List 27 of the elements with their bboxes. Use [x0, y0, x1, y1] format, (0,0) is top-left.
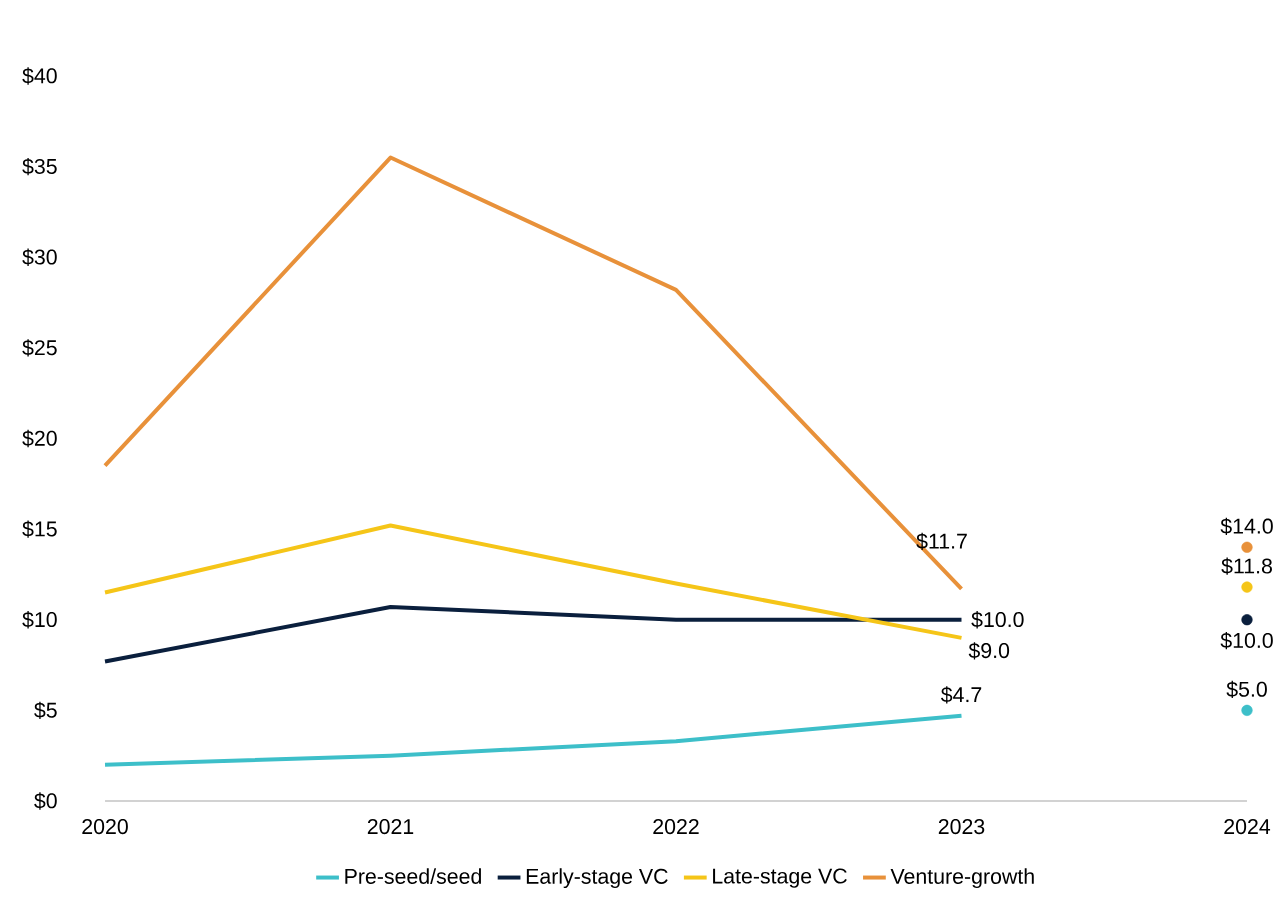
y-tick-label: $0 — [34, 792, 57, 810]
y-tick-label: $5 — [34, 701, 57, 719]
data-label: $4.7 — [940, 686, 982, 704]
y-tick-label: $30 — [22, 248, 57, 266]
y-tick-label: $25 — [22, 339, 57, 357]
x-tick-label: 2022 — [653, 819, 699, 835]
data-label: $11.8 — [1221, 557, 1272, 575]
x-tick-label: 2021 — [367, 819, 414, 835]
line-series — [103, 713, 964, 767]
data-label: $9.0 — [968, 642, 1010, 660]
y-tick-label: $20 — [22, 429, 57, 448]
legend-label: Venture-growth — [890, 868, 1034, 889]
x-tick-label: 2023 — [938, 819, 985, 835]
data-label: $11.7 — [916, 532, 967, 550]
y-tick-label: $40 — [22, 67, 57, 85]
y-tick-label: $15 — [22, 520, 57, 538]
legend-label: Late-stage VC — [713, 868, 847, 888]
data-label: $5.0 — [1226, 680, 1267, 699]
x-tick-label: 2024 — [1224, 819, 1271, 835]
y-tick-label: $35 — [22, 157, 57, 176]
x-tick-label: 2020 — [82, 819, 128, 835]
legend-label: Early-stage VC — [526, 868, 668, 889]
data-label: $14.0 — [1220, 517, 1273, 535]
data-label: $10.0 — [1220, 632, 1273, 650]
y-tick-label: $10 — [22, 611, 57, 629]
legend-label: Pre-seed/seed — [345, 868, 481, 884]
data-label: $10.0 — [971, 611, 1024, 629]
